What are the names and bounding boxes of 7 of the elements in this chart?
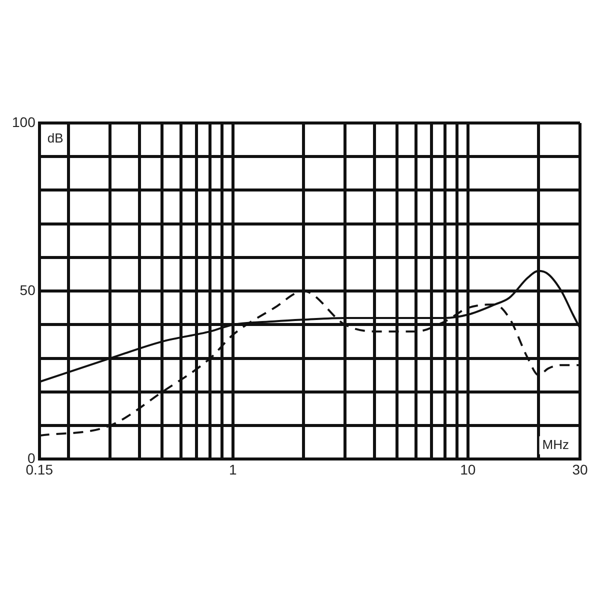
y-axis-title: dB	[47, 130, 64, 146]
x-tick-label: 10	[460, 461, 476, 478]
y-tick-label: 50	[20, 282, 36, 298]
x-axis-title: MHz	[542, 436, 569, 452]
y-tick-label: 100	[12, 114, 36, 130]
x-tick-label: 30	[572, 461, 588, 478]
x-tick-label: 1	[229, 461, 238, 478]
